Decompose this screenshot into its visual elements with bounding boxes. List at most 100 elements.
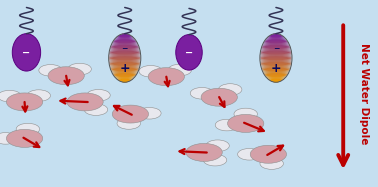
Ellipse shape <box>112 72 137 74</box>
Ellipse shape <box>109 63 140 64</box>
Circle shape <box>206 140 229 151</box>
Ellipse shape <box>260 55 292 57</box>
Ellipse shape <box>117 36 133 38</box>
Ellipse shape <box>117 78 133 80</box>
Circle shape <box>250 145 287 163</box>
Circle shape <box>234 108 257 120</box>
Ellipse shape <box>115 76 135 78</box>
Ellipse shape <box>109 54 141 56</box>
Circle shape <box>6 93 43 111</box>
Ellipse shape <box>262 70 290 72</box>
Circle shape <box>48 67 84 85</box>
Circle shape <box>139 65 163 77</box>
Circle shape <box>0 90 21 102</box>
Text: −: − <box>122 44 128 53</box>
Circle shape <box>201 88 237 106</box>
Ellipse shape <box>265 75 287 76</box>
Circle shape <box>215 119 239 131</box>
Ellipse shape <box>262 44 290 46</box>
Ellipse shape <box>114 75 136 76</box>
Circle shape <box>84 104 108 115</box>
Ellipse shape <box>261 65 291 67</box>
Ellipse shape <box>265 39 287 41</box>
Ellipse shape <box>116 77 134 79</box>
Ellipse shape <box>262 47 290 48</box>
Ellipse shape <box>261 49 291 51</box>
Ellipse shape <box>109 58 141 59</box>
Ellipse shape <box>264 41 288 42</box>
Text: −: − <box>22 47 31 57</box>
Circle shape <box>0 133 17 144</box>
Ellipse shape <box>111 46 139 47</box>
Ellipse shape <box>273 33 279 35</box>
Ellipse shape <box>270 35 282 36</box>
Ellipse shape <box>119 80 131 81</box>
Circle shape <box>186 143 222 161</box>
Text: −: − <box>185 47 193 57</box>
Ellipse shape <box>260 60 292 62</box>
Ellipse shape <box>260 58 292 59</box>
Text: −: − <box>273 44 279 53</box>
Ellipse shape <box>262 46 290 47</box>
Circle shape <box>27 90 50 101</box>
Ellipse shape <box>260 63 291 64</box>
Ellipse shape <box>12 34 40 71</box>
Ellipse shape <box>263 42 288 44</box>
Ellipse shape <box>110 65 140 67</box>
Circle shape <box>87 89 110 101</box>
Circle shape <box>203 154 227 166</box>
Ellipse shape <box>263 72 288 74</box>
Ellipse shape <box>268 36 284 38</box>
Ellipse shape <box>261 66 291 68</box>
Ellipse shape <box>260 56 292 58</box>
Circle shape <box>117 118 141 129</box>
Ellipse shape <box>109 55 141 57</box>
Circle shape <box>68 63 91 75</box>
Ellipse shape <box>112 71 138 73</box>
Ellipse shape <box>176 35 202 70</box>
Ellipse shape <box>268 78 284 80</box>
Ellipse shape <box>109 59 141 61</box>
Ellipse shape <box>110 66 139 68</box>
Ellipse shape <box>112 43 138 45</box>
Ellipse shape <box>112 42 137 44</box>
Ellipse shape <box>266 38 286 40</box>
Ellipse shape <box>109 53 141 55</box>
Ellipse shape <box>110 48 139 50</box>
Circle shape <box>6 129 43 147</box>
Ellipse shape <box>109 52 140 53</box>
Ellipse shape <box>111 44 138 46</box>
Text: Net Water Dipole: Net Water Dipole <box>359 43 369 144</box>
Ellipse shape <box>270 80 282 81</box>
Circle shape <box>238 148 261 160</box>
Circle shape <box>168 64 192 76</box>
Ellipse shape <box>110 47 139 48</box>
Ellipse shape <box>110 68 139 69</box>
Ellipse shape <box>109 60 141 62</box>
Text: +: + <box>271 62 281 75</box>
Ellipse shape <box>260 52 291 53</box>
Circle shape <box>148 68 184 86</box>
Ellipse shape <box>263 43 289 45</box>
Circle shape <box>228 114 264 132</box>
Ellipse shape <box>113 73 136 75</box>
Ellipse shape <box>260 50 291 52</box>
Circle shape <box>39 65 62 76</box>
Circle shape <box>16 123 40 135</box>
Ellipse shape <box>260 64 291 65</box>
Ellipse shape <box>113 41 136 42</box>
Ellipse shape <box>262 68 290 69</box>
Ellipse shape <box>109 61 141 63</box>
Ellipse shape <box>121 81 128 82</box>
Ellipse shape <box>109 56 141 58</box>
Ellipse shape <box>267 77 285 79</box>
Ellipse shape <box>262 69 290 70</box>
Ellipse shape <box>116 37 134 39</box>
Circle shape <box>67 93 103 111</box>
Circle shape <box>190 88 214 99</box>
Ellipse shape <box>110 49 140 51</box>
Ellipse shape <box>109 50 140 52</box>
Ellipse shape <box>264 73 288 75</box>
Ellipse shape <box>121 33 128 35</box>
Ellipse shape <box>267 37 285 39</box>
